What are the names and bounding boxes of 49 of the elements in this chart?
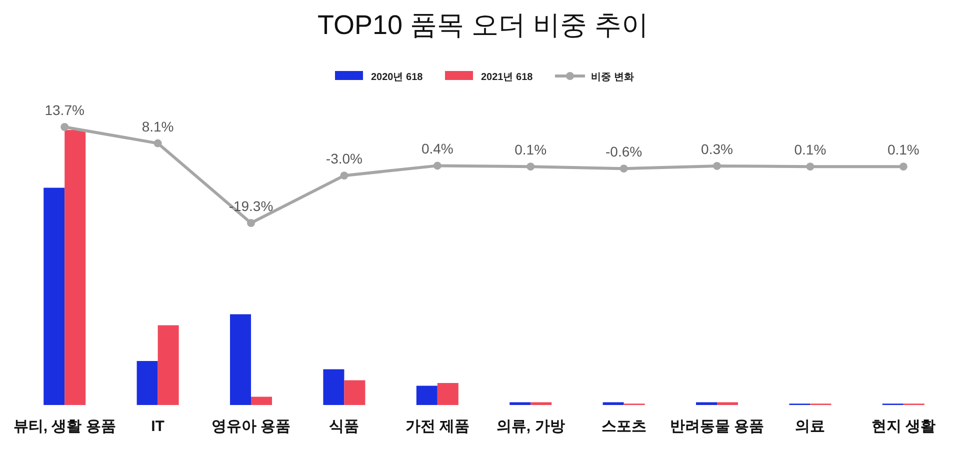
data-label: 0.1%: [514, 142, 547, 158]
data-label: 0.1%: [887, 142, 920, 158]
x-tick-label: 의료: [795, 418, 826, 435]
bar: [136, 361, 158, 405]
point: [433, 162, 442, 170]
x-tick-label: 식품: [329, 418, 360, 435]
bar: [158, 325, 179, 405]
point: [526, 162, 535, 171]
legend-label: 2021년 618: [481, 72, 534, 83]
point: [247, 219, 255, 227]
bar: [530, 402, 552, 405]
point: [340, 172, 348, 180]
data-label: -19.3%: [228, 198, 274, 214]
data-label: 0.3%: [701, 140, 733, 157]
legend-label: 2020년 618: [371, 72, 424, 83]
point: [713, 162, 721, 170]
bar: [251, 396, 272, 405]
point: [154, 139, 162, 148]
point: [620, 164, 628, 173]
x-tick-label: 현지 생활: [871, 418, 936, 435]
x-tick-label: 뷰티, 생활 용품: [13, 418, 116, 435]
bar: [416, 386, 438, 405]
bar: [323, 369, 344, 405]
data-label: 0.1%: [794, 142, 826, 158]
bar: [64, 130, 86, 405]
bar: [44, 188, 65, 405]
chart-title: TOP10 품목 오더 비중 추이: [317, 10, 649, 40]
bar: [602, 402, 624, 405]
x-tick-label: 스포츠: [601, 418, 646, 435]
bar: [230, 314, 251, 405]
data-label: -0.6%: [606, 144, 642, 160]
point: [60, 123, 69, 131]
data-label: 0.4%: [421, 140, 454, 157]
data-label: 13.7%: [44, 102, 84, 118]
x-tick-label: IT: [151, 418, 164, 435]
x-tick-label: 가전 제품: [405, 418, 470, 435]
legend-label: 비중 변화: [591, 72, 634, 83]
bar: [344, 380, 366, 405]
point: [806, 162, 814, 171]
bar: [696, 402, 717, 405]
data-label: -3.0%: [326, 150, 362, 167]
bar: [437, 383, 458, 405]
x-tick-label: 영유아 용품: [211, 418, 291, 435]
bar: [717, 402, 738, 405]
x-tick-label: 의류, 가방: [496, 418, 565, 435]
point: [899, 162, 908, 171]
x-tick-label: 반려동물 용품: [670, 418, 764, 435]
bar: [510, 402, 531, 405]
data-label: 8.1%: [142, 118, 174, 134]
